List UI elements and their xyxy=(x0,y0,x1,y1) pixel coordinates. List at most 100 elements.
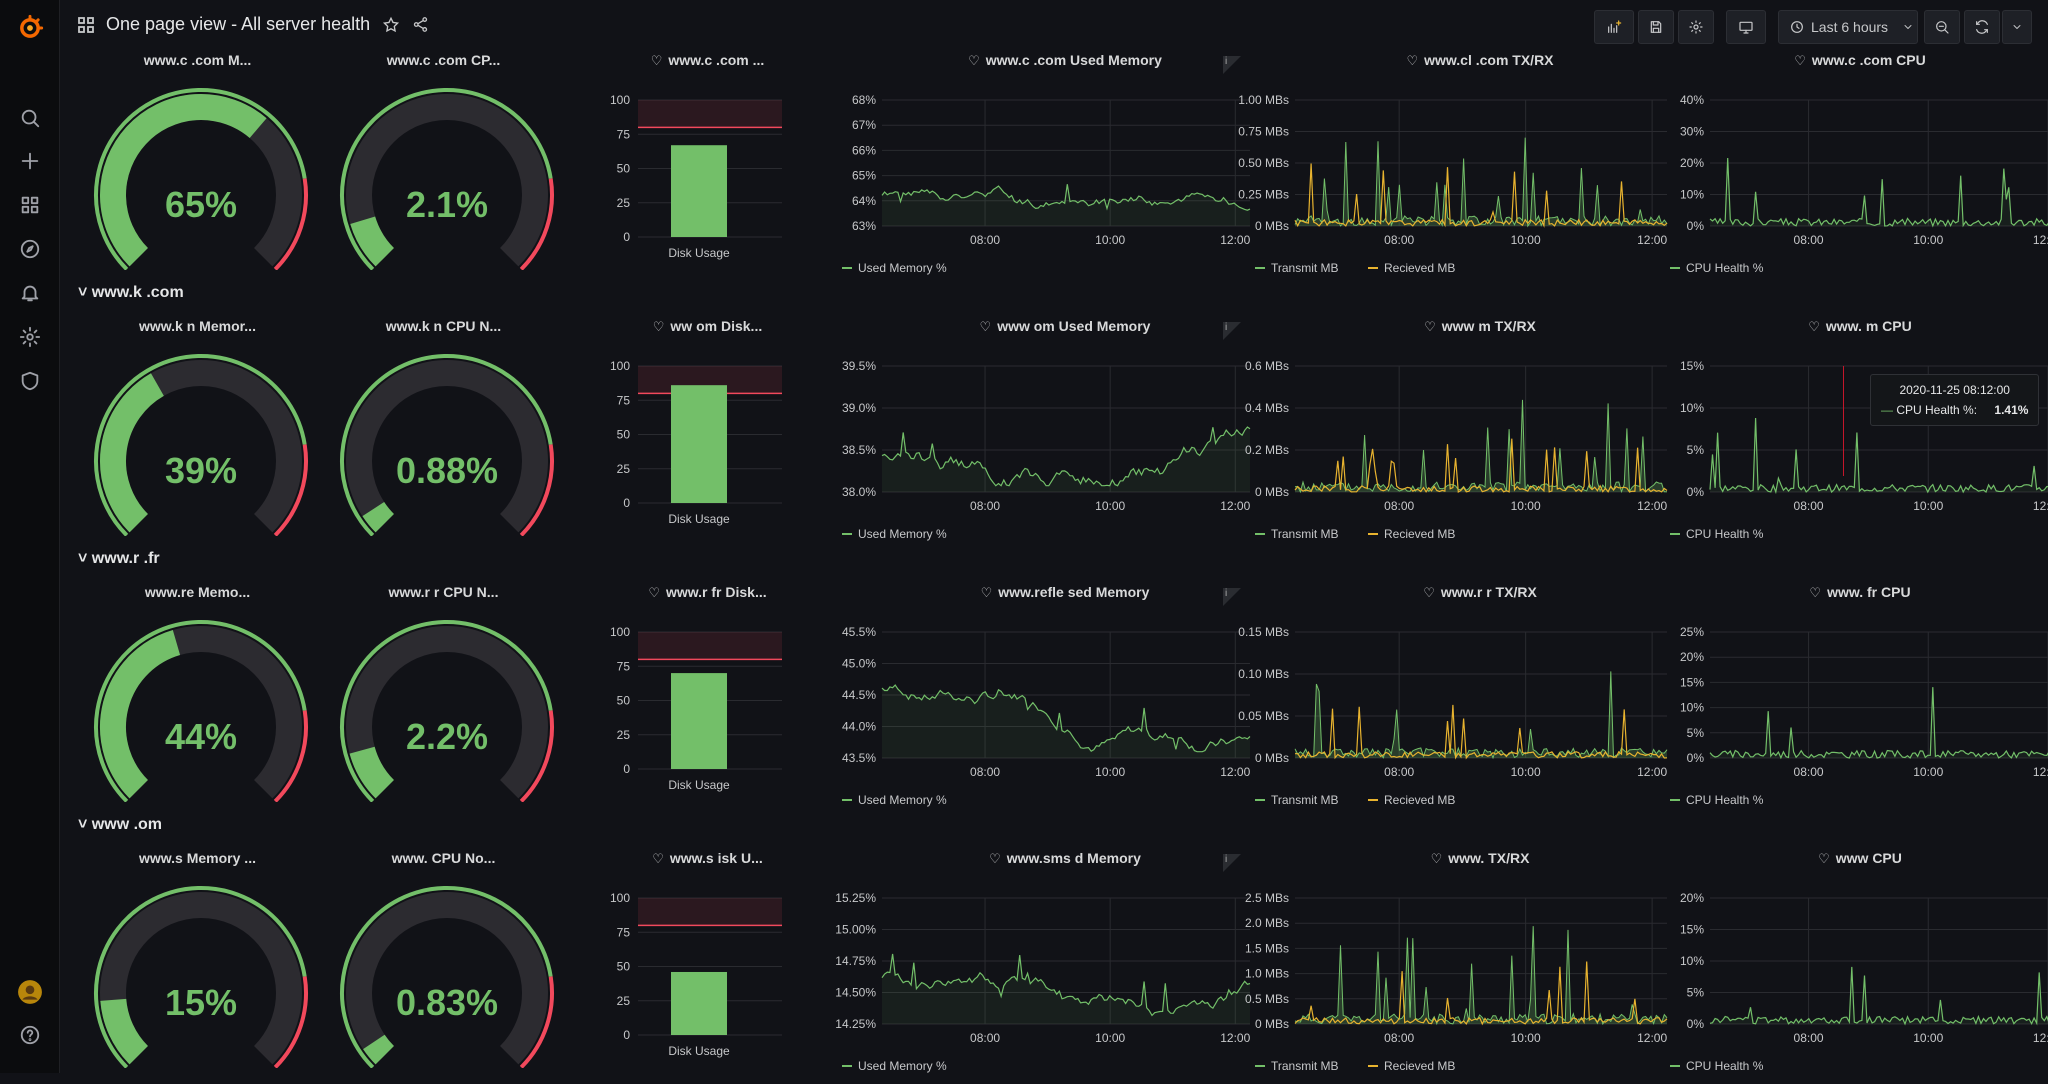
heart-icon: ♡ xyxy=(979,319,992,334)
panel-title[interactable]: ♡ www.r r TX/RX xyxy=(1270,584,1690,601)
txrx-timeseries[interactable]: 0.6 MBs 0.4 MBs 0.2 MBs 0 MBs 08:00 10:00 12:0… xyxy=(1235,358,1675,552)
dashboard-settings-button[interactable] xyxy=(1678,10,1714,44)
used-memory-line xyxy=(881,684,1251,753)
panel-title[interactable]: ♡ www m TX/RX xyxy=(1270,318,1690,335)
gauge-value-arc xyxy=(100,373,165,533)
panel-title[interactable]: ♡ www. m CPU xyxy=(1680,318,2040,335)
heart-icon: ♡ xyxy=(980,585,993,600)
mem-timeseries[interactable]: 68% 67% 66% 65% 64% 63% 08:00 10:00 12:00 Used Me… xyxy=(822,92,1258,286)
info-icon[interactable]: i xyxy=(1223,854,1241,872)
y-tick-label: 10% xyxy=(1680,954,1704,968)
alerting-bell-icon[interactable] xyxy=(14,277,46,309)
panel-title[interactable]: www.c .com M... xyxy=(80,52,315,68)
configuration-gear-icon[interactable] xyxy=(14,321,46,353)
panel-title[interactable]: www.k n CPU N... xyxy=(326,318,561,334)
chart-tooltip: 2020-11-25 08:12:00— CPU Health %: 1.41% xyxy=(1870,374,2040,426)
disk-ytick: 0 xyxy=(623,230,630,244)
cpu-gauge: 0.88% xyxy=(340,354,554,536)
panel-title[interactable]: ♡ www.cl .com TX/RX xyxy=(1270,52,1690,69)
heart-icon: ♡ xyxy=(1424,319,1436,334)
txrx-timeseries[interactable]: 0.15 MBs 0.10 MBs 0.05 MBs 0 MBs 08:00 10:00 1… xyxy=(1235,624,1675,818)
panel-title[interactable]: www.re Memo... xyxy=(80,584,315,600)
legend-item: Transmit MB xyxy=(1271,793,1339,807)
time-range-picker[interactable]: Last 6 hours xyxy=(1778,10,1918,44)
info-icon[interactable]: i xyxy=(1223,322,1241,340)
disk-ytick: 25 xyxy=(617,994,631,1008)
explore-compass-icon[interactable] xyxy=(14,233,46,265)
panel-title[interactable]: www.c .com CP... xyxy=(326,52,561,68)
panel-title[interactable]: ♡ www.refle sed Memory xyxy=(850,584,1280,601)
y-tick-label: 10% xyxy=(1680,401,1704,415)
server-admin-shield-icon[interactable] xyxy=(14,365,46,397)
x-tick-label: 10:00 xyxy=(1095,1031,1125,1045)
create-plus-icon[interactable] xyxy=(14,145,46,177)
info-icon[interactable]: i xyxy=(1223,588,1241,606)
panel-title-text: www.k n Memor... xyxy=(139,318,256,334)
gauge-value-label: 44% xyxy=(165,716,237,757)
save-dashboard-button[interactable] xyxy=(1638,10,1674,44)
x-tick-label: 10:00 xyxy=(1511,1031,1541,1045)
tv-mode-button[interactable] xyxy=(1726,10,1766,44)
panel-title-text: www.s isk U... xyxy=(669,850,763,866)
x-tick-label: 12:00 xyxy=(1637,1031,1667,1045)
disk-ytick: 50 xyxy=(617,694,631,708)
cpu-timeseries[interactable]: 25% 20% 15% 10% 5% 0% 08:00 10:00 12:00 CPU Healt… xyxy=(1650,624,2048,818)
info-icon[interactable]: i xyxy=(1223,56,1241,74)
x-tick-label: 10:00 xyxy=(1913,499,1943,513)
row-header[interactable]: ˅ www.k .com xyxy=(78,284,184,301)
y-tick-label: 2.0 MBs xyxy=(1245,916,1289,930)
y-tick-label: 40% xyxy=(1680,93,1704,107)
y-tick-label: 14.25% xyxy=(835,1017,876,1031)
panel-title[interactable]: ♡ www.r fr Disk... xyxy=(580,584,835,601)
dashboard-title[interactable]: One page view - All server health xyxy=(106,14,371,34)
dashboards-icon[interactable] xyxy=(14,189,46,221)
cpu-timeseries[interactable]: 40% 30% 20% 10% 0% 08:00 10:00 12:00 CPU Health … xyxy=(1650,92,2048,286)
panel-title[interactable]: ♡ www.sms d Memory xyxy=(850,850,1280,867)
disk-usage-bar xyxy=(671,971,727,1035)
search-icon[interactable] xyxy=(14,102,46,134)
mem-timeseries[interactable]: 45.5% 45.0% 44.5% 44.0% 43.5% 08:00 10:00 12:00… xyxy=(822,624,1258,818)
help-icon[interactable] xyxy=(14,1019,46,1051)
panel-title[interactable]: ♡ www.c .com ... xyxy=(580,52,835,69)
panel-title[interactable]: ♡ www CPU xyxy=(1680,850,2040,867)
gauge-value-label: 15% xyxy=(165,982,237,1023)
cpu-health-line xyxy=(1709,417,2048,495)
received-line xyxy=(1294,438,1668,494)
panel-title[interactable]: www.s Memory ... xyxy=(80,850,315,866)
x-tick-label: 12:00 xyxy=(2033,233,2048,247)
cpu-gauge: 2.2% xyxy=(340,620,554,802)
panel-title[interactable]: ♡ www om Used Memory xyxy=(850,318,1280,335)
disk-ytick: 75 xyxy=(617,393,631,407)
x-tick-label: 08:00 xyxy=(1794,233,1824,247)
disk-usage-label: Disk Usage xyxy=(668,246,730,260)
user-avatar[interactable] xyxy=(14,976,46,1008)
panel-title[interactable]: www. CPU No... xyxy=(326,850,561,866)
mem-timeseries[interactable]: 39.5% 39.0% 38.5% 38.0% 08:00 10:00 12:00 Used … xyxy=(822,358,1258,552)
refresh-interval-dropdown[interactable] xyxy=(2002,10,2032,44)
panel-title[interactable]: ♡ www. fr CPU xyxy=(1680,584,2040,601)
cpu-timeseries[interactable]: 15% 10% 5% 0% 08:00 10:00 12:00 CPU Health % xyxy=(1650,358,2048,552)
panel-title[interactable]: ♡ www. TX/RX xyxy=(1270,850,1690,867)
share-icon[interactable] xyxy=(412,16,429,33)
grafana-logo-icon[interactable] xyxy=(14,12,46,44)
mem-timeseries[interactable]: 15.25% 15.00% 14.75% 14.50% 14.25% 08:00 10:00… xyxy=(822,890,1258,1084)
y-tick-label: 2.5 MBs xyxy=(1245,891,1289,905)
row-header[interactable]: ˅ www.r .fr xyxy=(78,550,160,567)
zoom-out-button[interactable] xyxy=(1924,10,1960,44)
gauge-value-label: 2.1% xyxy=(406,184,488,225)
txrx-timeseries[interactable]: 2.5 MBs 2.0 MBs 1.5 MBs 1.0 MBs 0.5 MBs 0 MBs… xyxy=(1235,890,1675,1084)
panel-title[interactable]: ♡ ww om Disk... xyxy=(580,318,835,335)
cpu-timeseries[interactable]: 20% 15% 10% 5% 0% 08:00 10:00 12:00 CPU Health % xyxy=(1650,890,2048,1084)
add-panel-button[interactable] xyxy=(1594,10,1634,44)
memory-gauge: 15% xyxy=(94,886,308,1068)
refresh-button[interactable] xyxy=(1964,10,2000,44)
panel-title[interactable]: www.k n Memor... xyxy=(80,318,315,334)
panel-title[interactable]: www.r r CPU N... xyxy=(326,584,561,600)
star-icon[interactable] xyxy=(382,16,400,34)
panel-title[interactable]: ♡ www.s isk U... xyxy=(580,850,835,867)
panel-title[interactable]: ♡ www.c .com Used Memory xyxy=(850,52,1280,69)
gauge-value-arc xyxy=(100,94,267,267)
panel-title[interactable]: ♡ www.c .com CPU xyxy=(1680,52,2040,69)
row-header[interactable]: ˅ www .om xyxy=(78,816,163,833)
txrx-timeseries[interactable]: 1.00 MBs 0.75 MBs 0.50 MBs 0.25 MBs 0 MBs 08:… xyxy=(1235,92,1675,286)
